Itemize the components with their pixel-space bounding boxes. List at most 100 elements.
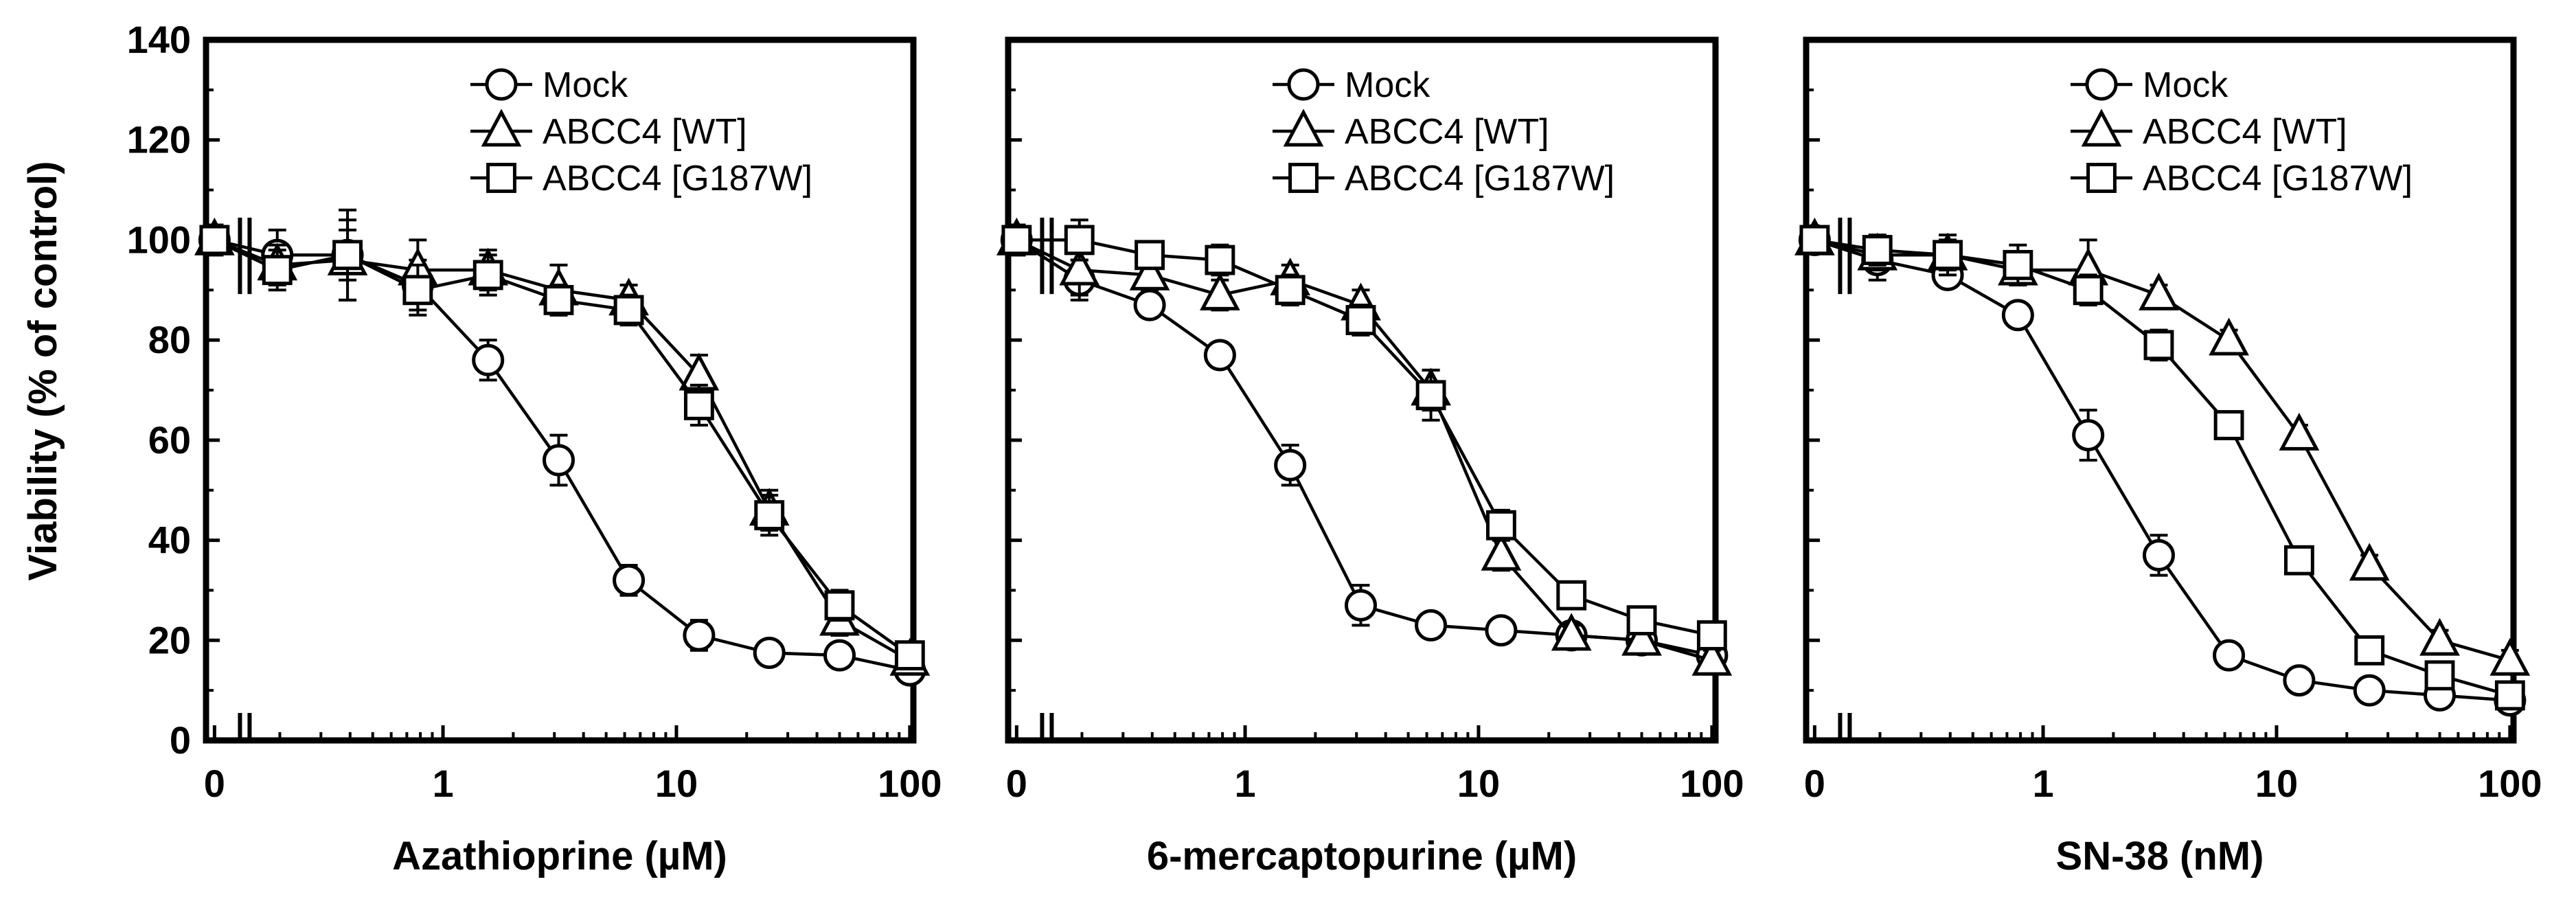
data-point-square: [613, 295, 644, 326]
x-tick-label: 100: [878, 762, 942, 805]
data-point-square: [1485, 510, 1516, 541]
data-point-triangle: [1551, 613, 1592, 651]
data-point-square: [2073, 275, 2104, 306]
data-point-circle: [2001, 299, 2034, 332]
data-point-square: [2283, 545, 2314, 576]
data-point-square: [683, 389, 714, 420]
data-point-triangle: [2279, 412, 2320, 451]
data-point-square: [2424, 660, 2455, 691]
x-tick-label: 10: [2255, 762, 2298, 805]
data-point-square: [1345, 305, 1376, 335]
series-abcc4-g187w: [1001, 218, 1727, 650]
data-point-circle: [2142, 538, 2175, 571]
data-point-square: [1001, 225, 1032, 256]
data-point-square: [1862, 235, 1893, 265]
data-point-square: [262, 255, 293, 286]
legend-label: Mock: [2143, 65, 2229, 105]
x-tick-label: 1: [2032, 762, 2053, 805]
data-point-circle: [2213, 639, 2246, 672]
data-point-square: [199, 225, 230, 256]
y-tick-label: 60: [148, 418, 191, 462]
data-point-square: [1933, 240, 1963, 271]
data-point-triangle: [1481, 532, 1522, 571]
x-axis-title: Azathioprine (µM): [392, 834, 727, 878]
data-point-circle: [823, 639, 856, 672]
data-point-square: [894, 640, 925, 671]
data-point-triangle: [1200, 272, 1240, 310]
data-point-square: [1556, 580, 1587, 611]
data-point-square: [1415, 380, 1446, 411]
data-point-triangle: [2489, 637, 2531, 676]
legend: Mock ABCC4 [WT] ABCC4 [G187W]: [2071, 65, 2413, 198]
data-point-square: [2354, 635, 2385, 666]
legend-marker-circle: [2085, 68, 2118, 101]
data-point-circle: [2283, 664, 2316, 697]
x-tick-label: 100: [2478, 762, 2542, 805]
data-point-triangle: [2209, 317, 2249, 356]
series-abcc4-wt: [1794, 217, 2531, 676]
data-point-square: [824, 590, 855, 621]
legend-marker-square: [2086, 163, 2117, 193]
legend-marker-triangle: [481, 109, 522, 147]
data-point-triangle: [2139, 272, 2179, 310]
data-point-square: [1626, 605, 1657, 636]
y-tick-label: 120: [127, 118, 191, 161]
data-point-triangle: [1129, 252, 1170, 291]
data-point-triangle: [2349, 543, 2390, 581]
data-point-square: [1696, 620, 1727, 650]
data-point-square: [402, 275, 433, 306]
data-point-square: [1205, 245, 1235, 275]
legend-label: ABCC4 [G187W]: [2143, 159, 2413, 198]
x-tick-label: 0: [1006, 762, 1027, 805]
data-point-square: [2213, 410, 2244, 440]
data-point-circle: [1274, 449, 1307, 481]
data-point-square: [1135, 240, 1165, 271]
data-point-triangle: [1059, 247, 1100, 286]
legend-label: Mock: [1345, 65, 1431, 105]
x-tick-label: 10: [1457, 762, 1500, 805]
legend: Mock ABCC4 [WT] ABCC4 [G187W]: [1273, 65, 1615, 198]
data-point-square: [472, 260, 503, 291]
plot-panel-2: 0 1 10 100 6-mercaptopurine (µM) Mock ABCC4 [W…: [996, 36, 1744, 878]
y-tick-label: 140: [127, 18, 191, 61]
legend-marker-triangle: [2081, 109, 2122, 147]
data-point-circle: [2072, 419, 2105, 452]
data-point-square: [2143, 330, 2174, 361]
data-point-circle: [542, 444, 575, 477]
legend-marker-circle: [1287, 68, 1320, 101]
data-point-circle: [1203, 339, 1236, 372]
data-point-square: [754, 500, 785, 531]
y-tick-label: 40: [148, 519, 191, 562]
legend-label: ABCC4 [G187W]: [543, 159, 812, 198]
data-point-square: [1064, 225, 1095, 256]
plot-panel-3: 0 1 10 100 SN-38 (nM) Mock ABCC4 [WT] ABCC4 [G1…: [1794, 36, 2542, 878]
y-tick-label: 80: [148, 318, 191, 361]
legend: Mock ABCC4 [WT] ABCC4 [G187W]: [470, 65, 812, 198]
data-point-circle: [1485, 614, 1518, 647]
x-axis-title: 6-mercaptopurine (µM): [1147, 834, 1577, 878]
data-point-square: [2494, 680, 2525, 711]
x-axis-title: SN-38 (nM): [2056, 834, 2264, 878]
x-tick-label: 1: [1234, 762, 1255, 805]
y-tick-label: 0: [170, 718, 191, 762]
legend-marker-square: [1288, 163, 1319, 193]
legend-label: ABCC4 [G187W]: [1345, 159, 1615, 198]
data-point-triangle: [1621, 617, 1662, 656]
data-point-square: [543, 284, 574, 315]
legend-marker-triangle: [1283, 109, 1324, 147]
legend-marker-square: [486, 163, 516, 193]
x-tick-label: 10: [655, 762, 698, 805]
x-tick-label: 1: [432, 762, 453, 805]
legend-label: ABCC4 [WT]: [543, 112, 747, 152]
data-point-circle: [1133, 288, 1166, 321]
data-point-square: [2003, 249, 2033, 280]
data-point-circle: [2353, 674, 2386, 707]
x-tick-label: 0: [1804, 762, 1825, 805]
data-point-circle: [472, 343, 505, 376]
data-point-square: [332, 240, 363, 271]
data-point-circle: [1415, 609, 1448, 642]
y-tick-label: 100: [127, 218, 191, 261]
data-point-circle: [753, 637, 786, 669]
y-axis-title: Viability (% of control): [21, 161, 65, 580]
